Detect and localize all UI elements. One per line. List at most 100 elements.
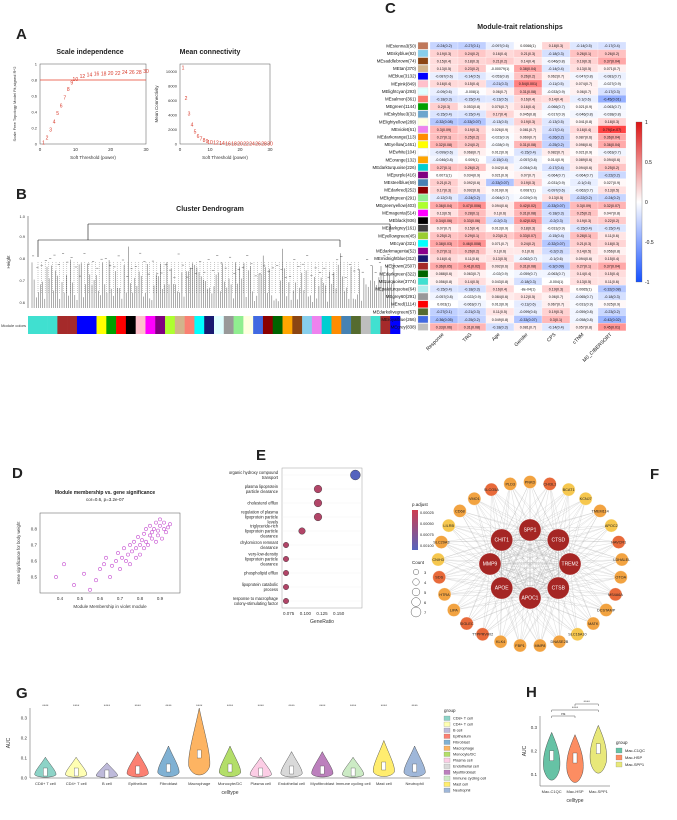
module-name: MEbrown(2507) [385, 264, 417, 269]
heatmap-cell-label: 0.041(0.8) [576, 120, 592, 124]
heatmap-cell-label: -0.11(0.5) [548, 82, 563, 86]
count-tick: 6 [424, 600, 427, 605]
heatmap-cell-label: 0.32(0.07) [604, 204, 620, 208]
power-label: 2 [185, 96, 188, 102]
heatmap-cell-label: 0.06(0.7) [577, 90, 591, 94]
heatmap-cell-label: -0.1(0.6) [577, 97, 591, 101]
module-color-strip [233, 316, 244, 334]
gene-label: SDS [435, 576, 443, 580]
violin-box [572, 752, 578, 764]
scatter-point [164, 530, 168, 535]
power-label: 3 [49, 128, 52, 134]
count-dot [412, 578, 420, 586]
violin-box [135, 765, 140, 775]
heatmap-cell-label: 0.28(0.1) [465, 211, 479, 215]
heatmap-cell-label: -0.031(0.9) [547, 227, 565, 231]
gene-label: LIPA [450, 608, 458, 612]
module-color-strip [155, 316, 166, 334]
category-label: Mast cell [376, 781, 392, 786]
heatmap-cell-label: 0.082(0.7) [548, 151, 564, 155]
module-colors-label: Module colors [1, 323, 26, 328]
module-swatch [417, 315, 429, 323]
legend-entry: Myofibroblast [453, 771, 477, 775]
legend-swatch [443, 715, 451, 721]
scatter-point [132, 539, 136, 544]
legend-swatch [443, 751, 451, 757]
scatter-point [54, 575, 58, 579]
power-label: 28 [136, 70, 142, 76]
gene-node [593, 504, 607, 518]
scatter-point [98, 567, 102, 571]
go-term-dot [283, 584, 289, 590]
color-scale-tick: 1 [645, 120, 648, 126]
go-term-dot [313, 498, 323, 508]
heatmap-cell-label: 0.19(0.3) [577, 59, 591, 63]
heatmap-cell-label: -0.13(0.5) [492, 120, 508, 124]
heatmap-cell-label: -0.15(0.4) [436, 113, 452, 117]
heatmap-cell-label: 0.47(0.006) [463, 204, 481, 208]
heatmap-cell-label: 0.42(0.02) [520, 204, 536, 208]
module-name: MEdarkorange(113) [377, 135, 416, 140]
heatmap-cell-label: 0.21(0.3) [521, 52, 535, 56]
scatter-point [124, 559, 128, 563]
scatter-point [88, 587, 92, 592]
category-label: B cell [102, 781, 112, 786]
module-color-strip [165, 316, 176, 334]
heatmap-cell-label: 0.076(0.7) [492, 105, 508, 109]
scatter-point [142, 531, 146, 536]
heatmap-cell-label: 0.14(0.5) [465, 280, 479, 284]
heatmap-cell-label: -0.22(0.2) [576, 196, 592, 200]
scatter-point [138, 543, 142, 547]
power-label: 7 [200, 137, 203, 143]
heatmap-cell-label: 0.24(0.2) [521, 242, 535, 246]
significance-label: **** [165, 703, 172, 708]
plot-frame [39, 63, 147, 145]
heatmap-cell-label: 0.21(0.2) [493, 59, 507, 63]
padjust-tick: 0.00075 [420, 533, 434, 537]
power-label: 24 [249, 142, 255, 148]
scatter-point [134, 555, 138, 560]
go-term-label: very-low-density [248, 552, 279, 557]
heatmap-cell-label: 0.36(0.04) [436, 204, 452, 208]
go-term-label: lipoprotein particle [245, 557, 279, 562]
category-label: Epithelium [128, 781, 147, 786]
heatmap-cell-label: -0.038(0.8) [603, 113, 621, 117]
heatmap-cell-label: 0.31(0.08) [520, 265, 536, 269]
heatmap-cell-label: 0.27(0.1) [437, 166, 451, 170]
legend-entry: Neutrophil [453, 789, 470, 793]
heatmap-cell-label: -0.063(0.7) [603, 105, 621, 109]
heatmap-cell-label: -0.054(0.8) [519, 166, 537, 170]
heatmap-cell-label: 0.06(0.7) [549, 295, 563, 299]
heatmap-cell-label: 0.026(0.9) [492, 128, 508, 132]
gene-label: CTSD [551, 537, 565, 543]
heatmap-cell-label: -0.008(1) [465, 90, 480, 94]
heatmap-cell-label: 0.23(0.2) [493, 234, 507, 238]
module-swatch [417, 125, 429, 133]
power-label: 28 [261, 142, 267, 148]
scatter-point [144, 539, 148, 544]
heatmap-cell-label: 0.3(0.09) [577, 204, 591, 208]
go-term-label: lipoprotein catabolic [242, 582, 278, 587]
x-tick-label: 0.7 [117, 596, 124, 601]
module-name: MEblack(936) [389, 218, 417, 223]
heatmap-cell-label: 0.27(0.1) [437, 249, 451, 253]
heatmap-cell-label: 0.23(0.2) [465, 67, 479, 71]
gene-node [432, 570, 446, 584]
scatter-point [150, 536, 154, 541]
module-name: MElightgreen(291) [380, 195, 417, 200]
module-trait-heatmap: MEsienna3(50) -0.24(0.2) -0.27(0.1) -0.097(… [373, 41, 654, 364]
module-name: MEskyblue(92) [387, 51, 417, 56]
heatmap-cell-label: -0.017(0.9) [547, 113, 565, 117]
y-tick-label: 10000 [166, 69, 178, 74]
heatmap-cell-label: 0.13(0.5) [577, 67, 591, 71]
module-color-strip [57, 316, 68, 334]
gene-node [437, 587, 452, 602]
go-term-dot [283, 542, 289, 548]
heatmap-cell-label: -0.022(0.9) [463, 295, 481, 299]
heatmap-cell-label: 0.14(0.4) [521, 59, 535, 63]
gene-node [503, 477, 517, 491]
y-axis-label: Gene significance for body weight [16, 521, 21, 585]
panel-label-b: B [16, 186, 27, 203]
module-name: MEtan(370) [393, 66, 416, 71]
